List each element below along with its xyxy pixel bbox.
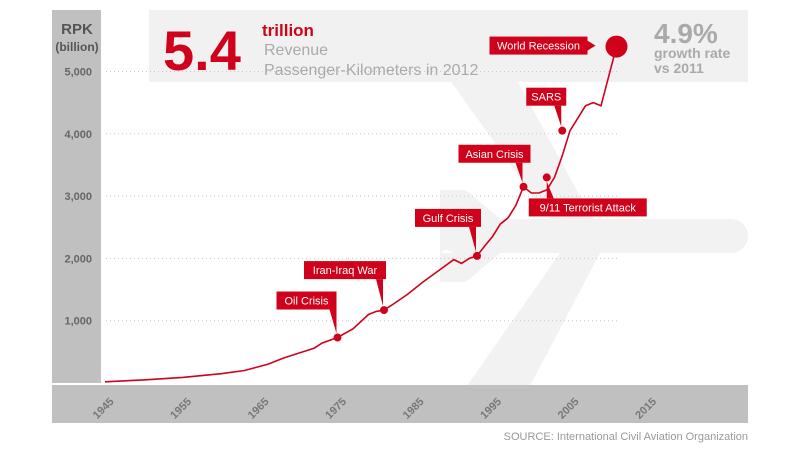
- y-tick-label: 3,000: [64, 191, 92, 203]
- annotation-asian-crisis: Asian Crisis: [458, 144, 531, 191]
- airplane-watermark-icon: [440, 71, 748, 420]
- growth-line2: vs 2011: [654, 60, 704, 76]
- annotation-pointer: [554, 105, 562, 127]
- annotation-label: SARS: [531, 92, 561, 104]
- headline-value: 5.4: [163, 19, 241, 82]
- data-point-marker: [473, 251, 481, 260]
- data-point-marker: [558, 126, 567, 135]
- headline-desc-line2: Passenger-Kilometers in 2012: [264, 62, 478, 79]
- annotation-pointer: [329, 309, 337, 334]
- gridlines: [106, 71, 620, 322]
- annotation-iran-iraq-war: Iran-Iraq War: [304, 261, 388, 315]
- annotation-world-recession: World Recession: [489, 35, 628, 58]
- annotation-gulf-crisis: Gulf Crisis: [415, 208, 481, 260]
- data-point-marker: [605, 35, 628, 58]
- annotation-pointer: [469, 226, 476, 252]
- source-note: SOURCE: International Civil Aviation Org…: [504, 431, 748, 443]
- rpk-series-line: [104, 46, 618, 383]
- annotation-sars: SARS: [526, 87, 567, 135]
- headline-unit: trillion: [262, 21, 314, 40]
- data-point-marker: [380, 306, 388, 315]
- headline-panel: [149, 10, 348, 82]
- annotation-pointer: [515, 162, 523, 183]
- y-axis-title: RPK: [61, 21, 93, 38]
- data-point-marker: [519, 182, 528, 191]
- annotation-label: 9/11 Terrorist Attack: [540, 202, 637, 214]
- annotation-box: [528, 198, 647, 217]
- annotation-box: [526, 87, 567, 106]
- annotation-label: Asian Crisis: [465, 149, 524, 161]
- data-point-marker: [333, 333, 342, 342]
- annotation-pointer: [587, 40, 596, 51]
- annotation-label: Gulf Crisis: [423, 213, 474, 225]
- annotation-box: [415, 208, 481, 227]
- annotation-label: Oil Crisis: [285, 296, 329, 308]
- annotation-box: [304, 261, 386, 280]
- y-tick-label: 1,000: [64, 316, 92, 328]
- y-tick-label: 2,000: [64, 253, 92, 265]
- event-annotations: Oil Crisis Iran-Iraq War Gulf Crisis Asian …: [276, 35, 647, 342]
- annotation-oil-crisis: Oil Crisis: [276, 291, 342, 342]
- annotation-box: [276, 291, 337, 310]
- y-tick-label: 4,000: [64, 129, 92, 141]
- annotation-label: World Recession: [497, 41, 580, 53]
- growth-line1: growth rate: [654, 45, 730, 61]
- headline-desc-line1: Revenue: [264, 42, 328, 59]
- y-axis-unit: (billion): [55, 40, 98, 54]
- annotation-box: [458, 144, 531, 163]
- annotation-box: [489, 36, 588, 55]
- annotation-9-11-terrorist-attack: 9/11 Terrorist Attack: [528, 173, 647, 217]
- annotation-label: Iran-Iraq War: [313, 265, 378, 277]
- annotation-pointer: [546, 181, 554, 199]
- y-axis-band: [52, 10, 101, 383]
- y-tick-labels: 1,000 2,000 3,000 4,000 5,000: [64, 67, 92, 328]
- data-point-marker: [542, 173, 551, 182]
- annotation-pointer: [376, 279, 383, 307]
- growth-value: 4.9%: [654, 18, 718, 49]
- x-axis-band: [52, 385, 748, 423]
- y-tick-label: 5,000: [64, 67, 92, 79]
